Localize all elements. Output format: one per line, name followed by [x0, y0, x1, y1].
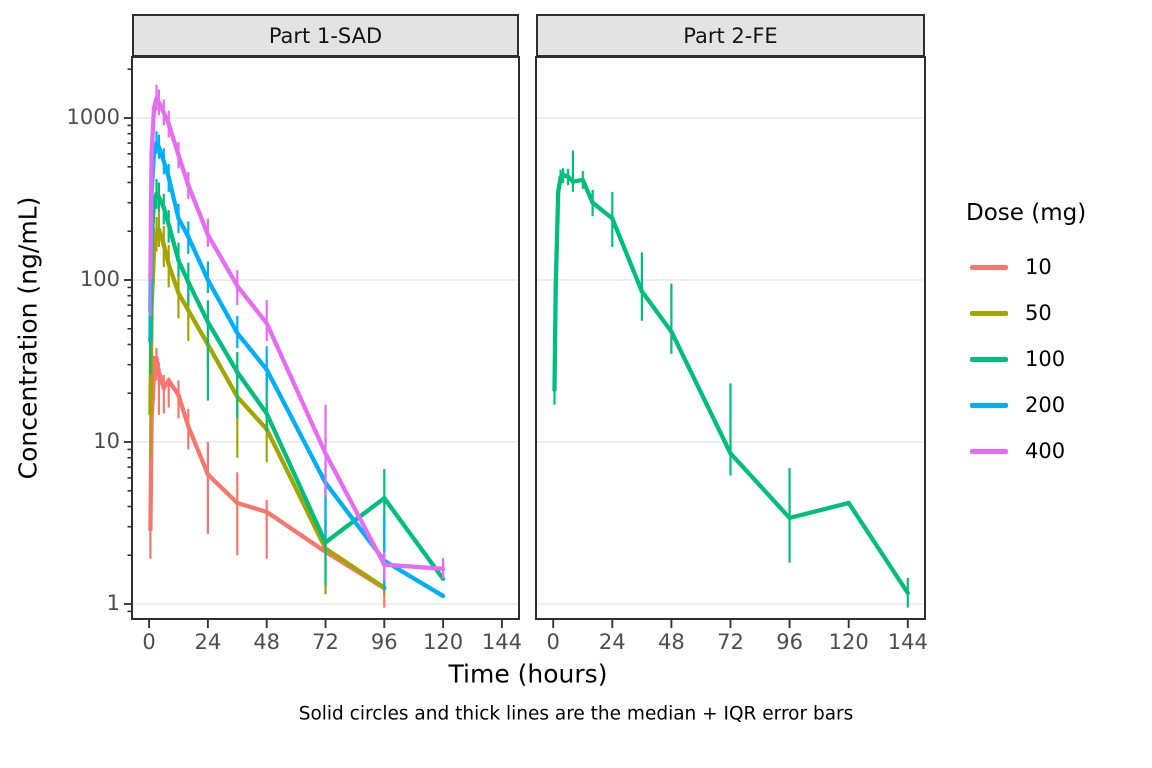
- x-tick-label: 120: [828, 630, 869, 654]
- legend-line-swatch: [970, 402, 1008, 408]
- y-tick-label: 1000: [66, 105, 120, 129]
- x-tick-label: 96: [776, 630, 803, 654]
- facet-strip-part1-sad: Part 1-SAD: [132, 14, 519, 57]
- legend-entry-100: 100: [966, 336, 1086, 382]
- y-tick-label: 1: [106, 591, 120, 615]
- x-tick-label: 120: [423, 630, 464, 654]
- legend-label: 400: [1025, 439, 1066, 463]
- legend: Dose (mg) 10 50 100 200 400: [966, 198, 1086, 474]
- x-tick-label: 48: [253, 630, 281, 654]
- legend-label: 200: [1025, 393, 1066, 417]
- legend-line-swatch: [970, 310, 1008, 316]
- x-tick-label: 48: [658, 630, 685, 654]
- legend-label: 10: [1025, 255, 1052, 279]
- legend-entry-200: 200: [966, 382, 1086, 428]
- facet-strip-part2-fe: Part 2-FE: [536, 14, 925, 57]
- y-tick-label: 100: [79, 267, 120, 291]
- x-tick-label: 72: [717, 630, 744, 654]
- x-tick-label: 24: [194, 630, 222, 654]
- legend-entry-400: 400: [966, 428, 1086, 474]
- facet-label-part1-sad: Part 1-SAD: [268, 23, 383, 48]
- legend-entry-50: 50: [966, 290, 1086, 336]
- legend-label: 50: [1025, 301, 1052, 325]
- figure-caption: Solid circles and thick lines are the me…: [298, 703, 854, 725]
- x-tick-label: 0: [546, 630, 560, 654]
- legend-entries: 10 50 100 200 400: [966, 244, 1086, 474]
- x-tick-label: 72: [312, 630, 339, 654]
- x-tick-label: 24: [598, 630, 626, 654]
- legend-line-swatch: [970, 448, 1008, 454]
- x-tick-label: 96: [370, 630, 398, 654]
- x-tick-label: 144: [887, 630, 928, 654]
- legend-label: 100: [1025, 347, 1066, 371]
- facet-label-part2-fe: Part 2-FE: [683, 23, 778, 48]
- legend-line-swatch: [970, 356, 1008, 362]
- y-tick-label: 10: [93, 429, 120, 453]
- legend-line-swatch: [970, 264, 1008, 270]
- legend-title: Dose (mg): [966, 200, 1087, 226]
- x-tick-label: 0: [142, 630, 156, 654]
- x-axis-title: Time (hours): [448, 659, 608, 689]
- x-tick-label: 144: [481, 630, 522, 654]
- legend-entry-10: 10: [966, 244, 1086, 290]
